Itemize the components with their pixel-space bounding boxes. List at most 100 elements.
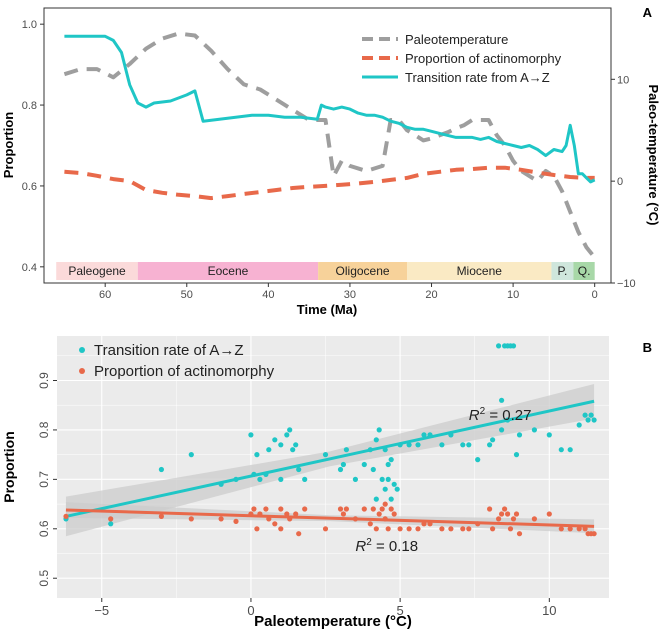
data-point xyxy=(370,466,376,473)
data-point xyxy=(251,471,257,477)
y-tick-label: 0.4 xyxy=(22,262,37,274)
data-point xyxy=(397,442,403,448)
data-point xyxy=(415,442,421,448)
data-point xyxy=(373,437,379,443)
data-point xyxy=(290,447,296,453)
data-point xyxy=(546,432,552,438)
data-point xyxy=(254,526,260,532)
data-point xyxy=(507,526,514,532)
data-point xyxy=(352,476,358,482)
data-point xyxy=(287,427,293,433)
data-point xyxy=(257,511,263,517)
data-point xyxy=(496,343,502,349)
data-point xyxy=(531,427,538,433)
panel-a-x-axis-title: Time (Ma) xyxy=(297,302,357,317)
data-point xyxy=(490,526,496,532)
y-tick-label: 0.6 xyxy=(37,520,51,537)
data-point xyxy=(248,432,254,438)
data-point xyxy=(466,442,472,448)
data-point xyxy=(502,506,508,512)
data-point xyxy=(373,496,379,502)
data-point xyxy=(272,437,278,443)
data-point xyxy=(278,526,284,532)
data-point xyxy=(340,511,346,517)
data-point xyxy=(576,422,582,428)
data-point xyxy=(475,521,481,527)
panel-a-left-axis-ticks: 0.4 0.6 0.8 1.0 xyxy=(22,19,44,274)
data-point xyxy=(385,476,391,482)
data-point xyxy=(487,506,493,512)
data-point xyxy=(284,511,290,517)
right-y-tick-label: −10 xyxy=(617,278,636,290)
x-tick-label: 0 xyxy=(592,289,598,301)
series-line xyxy=(64,34,596,184)
regression-line xyxy=(65,508,595,528)
data-point xyxy=(367,447,373,453)
data-point xyxy=(293,511,299,517)
data-point xyxy=(322,526,329,532)
data-point xyxy=(158,513,164,520)
data-point xyxy=(421,521,427,527)
data-point xyxy=(218,516,224,522)
data-point xyxy=(391,481,397,487)
data-point xyxy=(218,481,224,487)
data-point xyxy=(490,437,496,443)
y-tick-label: 0.8 xyxy=(22,100,37,112)
epoch-band xyxy=(573,262,595,280)
data-point xyxy=(513,511,520,517)
r2-symbol: R xyxy=(355,538,366,555)
panel-b-points xyxy=(63,343,597,537)
panel-a-x-axis-ticks: 60 50 40 30 20 10 0 xyxy=(99,283,598,301)
panel-a-label: A xyxy=(643,5,653,20)
epoch-band xyxy=(137,262,319,280)
x-tick-label: 5 xyxy=(397,603,404,618)
data-point xyxy=(394,486,400,492)
data-point xyxy=(251,506,257,512)
x-tick-label: 10 xyxy=(542,603,556,618)
data-point xyxy=(266,447,272,453)
epoch-band xyxy=(551,262,574,280)
data-point xyxy=(510,343,517,349)
data-point xyxy=(510,516,517,522)
data-point xyxy=(531,516,538,522)
data-point xyxy=(448,526,454,532)
data-point xyxy=(254,452,260,458)
data-point xyxy=(388,457,394,463)
r2-symbol: R xyxy=(469,407,480,424)
legend-label: Transition rate of A→Z xyxy=(94,342,244,359)
x-tick-label: 40 xyxy=(262,289,274,301)
panel-b-y-axis-ticks: 0.5 0.6 0.7 0.8 0.9 xyxy=(37,372,57,587)
data-point xyxy=(385,526,391,532)
data-point xyxy=(516,531,523,537)
data-point xyxy=(516,432,523,438)
y-tick-label: 0.9 xyxy=(37,372,51,389)
data-point xyxy=(582,526,588,532)
data-point xyxy=(466,526,472,532)
epoch-label: Q. xyxy=(578,264,591,278)
data-point xyxy=(576,526,582,532)
epoch-label: Miocene xyxy=(457,264,503,278)
data-point xyxy=(278,442,284,448)
data-point xyxy=(343,506,349,512)
panel-a-right-axis-ticks: −10 0 10 xyxy=(611,74,636,290)
data-point xyxy=(496,516,502,522)
data-point xyxy=(278,476,284,482)
data-point xyxy=(158,466,164,473)
data-point xyxy=(406,526,412,532)
data-point xyxy=(582,412,588,418)
data-point xyxy=(376,511,382,517)
data-point xyxy=(421,432,427,438)
y-tick-label: 1.0 xyxy=(22,19,37,31)
data-point xyxy=(257,476,263,482)
legend-key xyxy=(79,368,85,374)
x-tick-label: 30 xyxy=(344,289,356,301)
r2-value: = 0.27 xyxy=(485,407,531,424)
data-point xyxy=(558,526,564,532)
data-point xyxy=(385,461,391,468)
data-point xyxy=(382,447,388,453)
data-point xyxy=(591,417,597,423)
data-point xyxy=(352,516,358,522)
data-point xyxy=(588,412,594,418)
data-point xyxy=(379,476,385,482)
